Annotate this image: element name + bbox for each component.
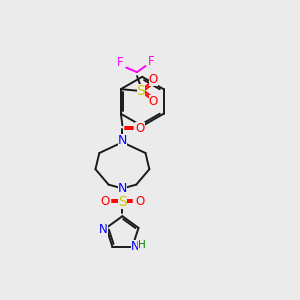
Text: O: O (100, 195, 109, 208)
Text: N: N (118, 134, 127, 147)
Text: F: F (148, 55, 154, 68)
Text: O: O (148, 74, 158, 86)
Text: N: N (118, 182, 127, 195)
Text: O: O (136, 122, 145, 135)
Text: S: S (136, 84, 145, 98)
Text: O: O (148, 95, 158, 108)
Text: F: F (117, 56, 123, 69)
Text: H: H (139, 239, 146, 250)
Text: N: N (99, 223, 108, 236)
Text: S: S (118, 195, 127, 209)
Text: N: N (131, 240, 140, 253)
Text: O: O (136, 195, 145, 208)
